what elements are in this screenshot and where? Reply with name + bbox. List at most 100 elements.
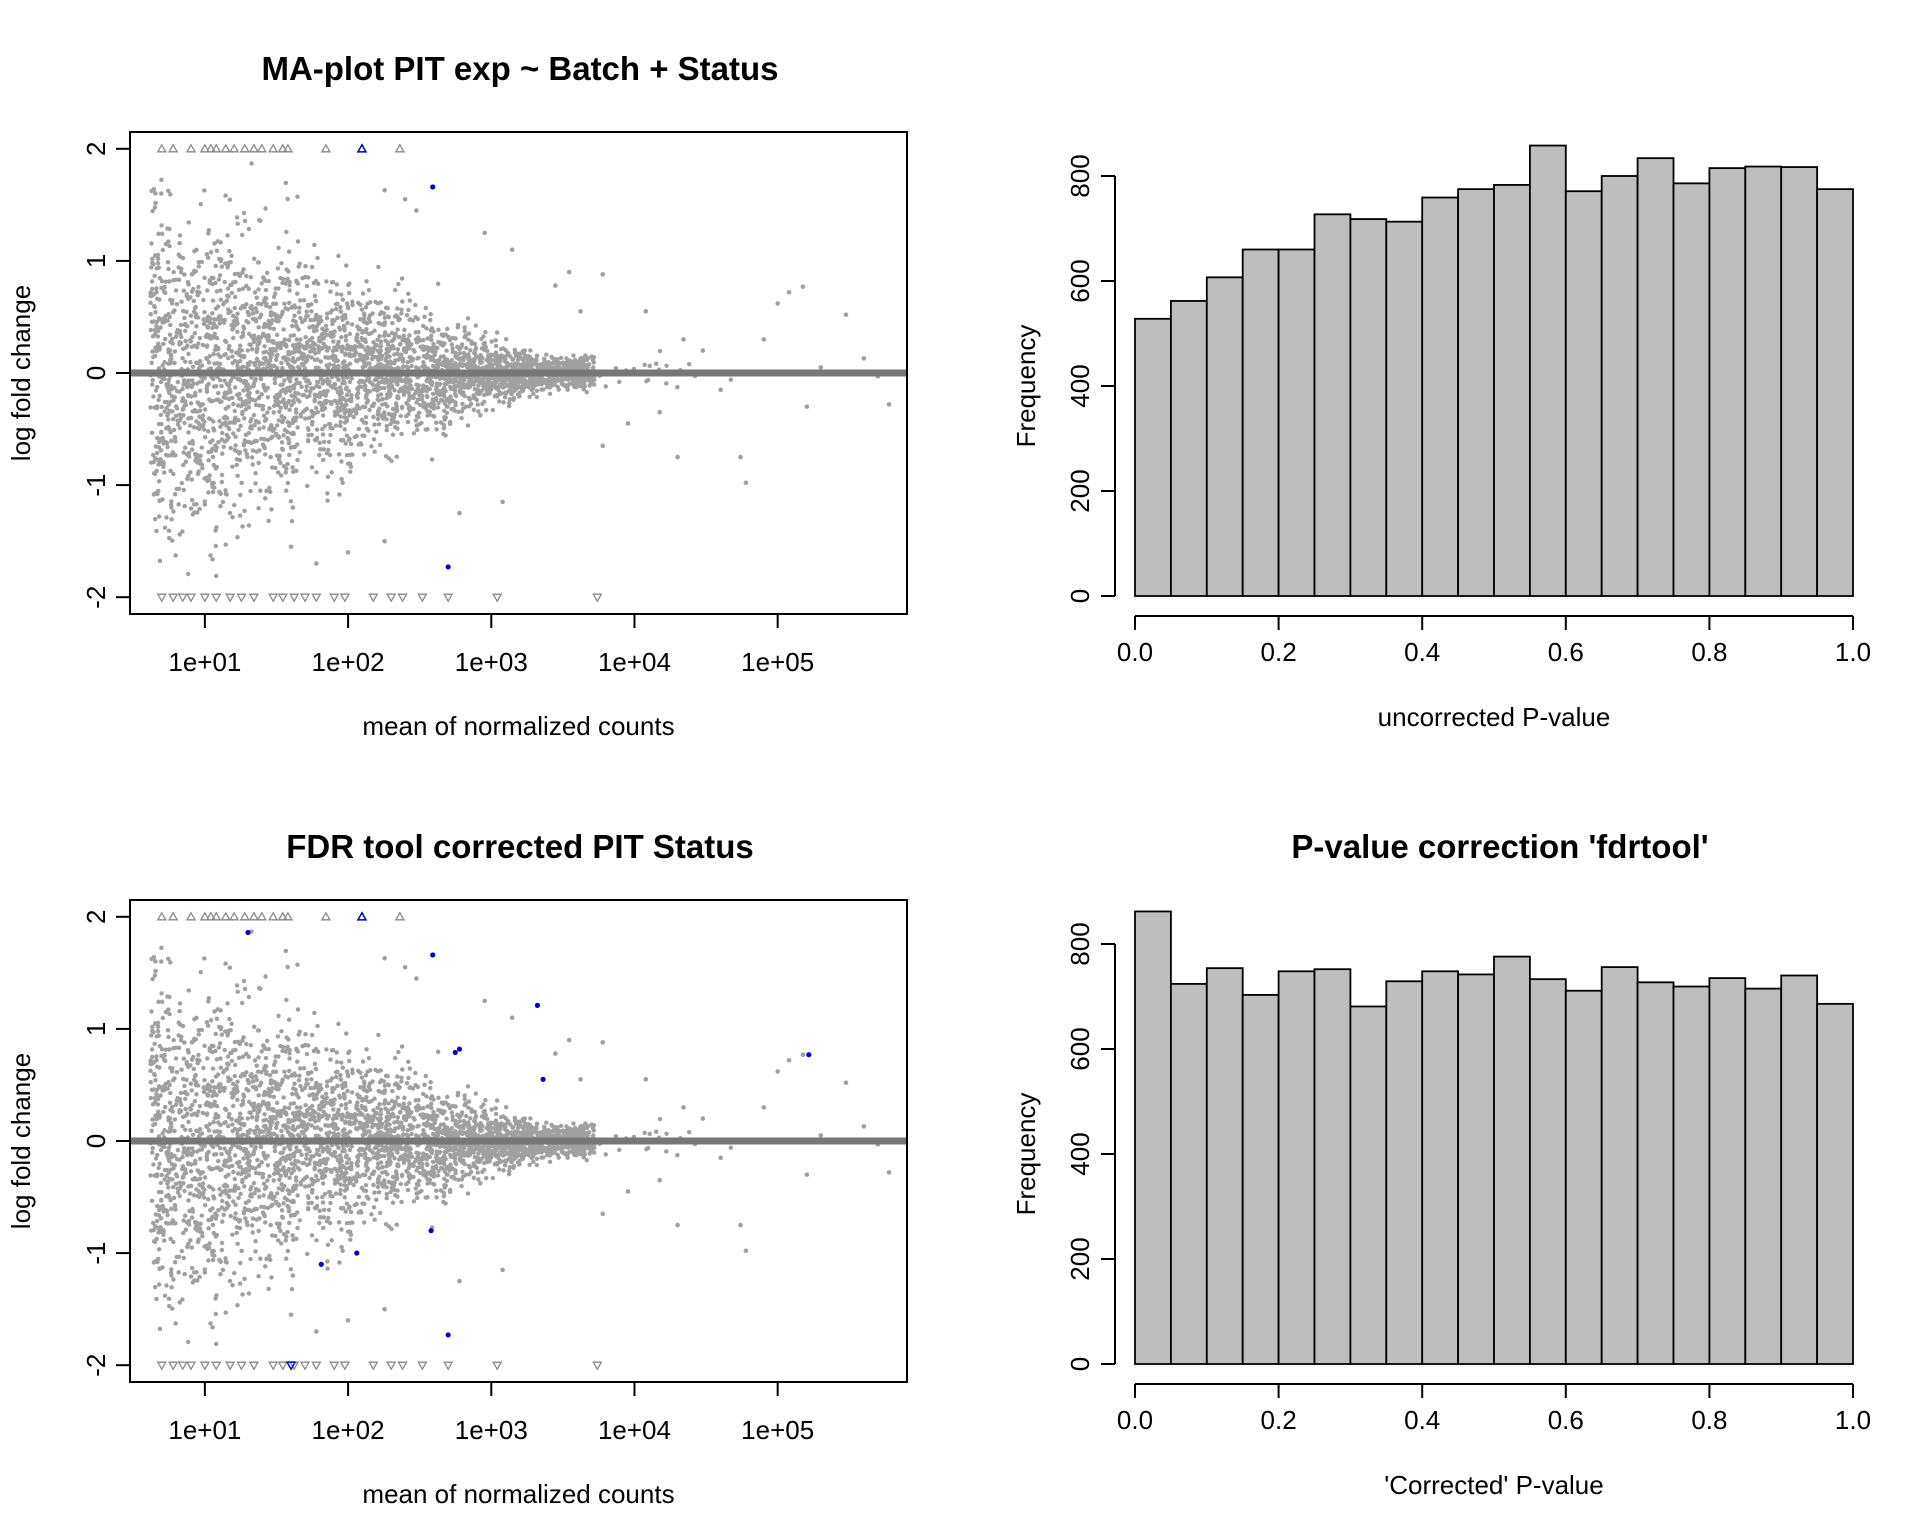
x-tick-label: 0.4 <box>1404 637 1440 667</box>
x-tick-label: 0.4 <box>1404 1405 1440 1435</box>
scatter-point <box>382 955 387 961</box>
scatter-point <box>382 538 387 544</box>
x-tick-label: 1e+04 <box>598 647 671 677</box>
histogram-bar <box>1313 968 1352 1365</box>
outlier-triangle-up <box>277 911 288 921</box>
outlier-triangle-down <box>339 1361 351 1371</box>
y-axis-label: Frequency <box>1011 325 1041 448</box>
histogram-bar <box>1169 982 1208 1365</box>
outlier-triangle-up <box>205 143 216 153</box>
histogram-bar <box>1205 276 1244 597</box>
scatter-point <box>600 272 606 277</box>
scatter-point <box>743 1248 749 1254</box>
y-tick-label: 1 <box>81 1022 111 1036</box>
outlier-triangle-down <box>211 1361 222 1371</box>
outlier-triangle-up <box>277 143 288 153</box>
y-tick-label: 0 <box>81 1134 111 1148</box>
x-tick-label: 1e+01 <box>168 1415 241 1445</box>
histogram-bar <box>1780 166 1819 597</box>
scatter-point <box>681 1105 686 1110</box>
scatter-point <box>861 356 867 361</box>
histogram-bar <box>1672 985 1711 1365</box>
outlier-triangle-down <box>299 593 311 603</box>
significant-point <box>430 184 436 190</box>
y-tick-label: 600 <box>1065 259 1095 302</box>
outlier-triangle-up <box>185 911 197 921</box>
significant-point <box>452 1049 458 1056</box>
outlier-triangle-down <box>592 593 603 603</box>
scatter-point <box>382 187 387 193</box>
outlier-triangle-down <box>236 593 247 603</box>
scatter-point <box>657 1177 662 1183</box>
scatter-point <box>509 1015 515 1020</box>
outlier-triangle-up <box>167 143 179 153</box>
y-tick-label: 2 <box>81 142 111 156</box>
histogram-bar <box>1636 981 1675 1365</box>
scatter-point <box>600 443 606 449</box>
scatter-point <box>804 1172 810 1177</box>
outlier-triangle-down <box>299 1361 311 1371</box>
outlier-triangle-up <box>394 911 405 921</box>
x-axis-label: mean of normalized counts <box>362 711 674 741</box>
scatter-point <box>738 1222 743 1228</box>
histogram-bar <box>1529 144 1567 597</box>
outlier-triangle-down <box>277 1361 288 1371</box>
scatter-point <box>457 1278 462 1284</box>
outlier-triangle-down <box>592 1361 603 1371</box>
scatter-point <box>600 1211 606 1217</box>
scatter-point <box>500 1267 505 1273</box>
outlier-triangle-down <box>443 1361 454 1371</box>
significant-point <box>354 1250 360 1256</box>
scatter-point <box>886 1170 892 1175</box>
significant-point <box>356 911 368 921</box>
significant-point <box>245 929 251 936</box>
scatter-point <box>578 1077 583 1082</box>
scatter-point <box>625 421 631 426</box>
scatter-point <box>288 1312 294 1318</box>
outlier-triangle-down <box>167 593 179 603</box>
scatter-point <box>800 284 806 289</box>
histogram-bar <box>1385 220 1424 597</box>
significant-point <box>456 1046 463 1052</box>
histogram-bar <box>1493 184 1531 597</box>
outlier-triangle-down <box>224 1361 236 1371</box>
scatter-point <box>288 544 294 550</box>
outlier-triangle-down <box>268 1361 279 1371</box>
histogram-bar <box>1564 190 1603 597</box>
outlier-triangle-down <box>368 1361 379 1371</box>
scatter-point <box>625 1189 631 1194</box>
histogram-bar <box>1600 175 1639 597</box>
scatter-point <box>414 976 419 981</box>
scatter-point <box>718 387 723 393</box>
y-tick-label: -2 <box>81 1354 111 1377</box>
histogram-bar <box>1205 967 1244 1365</box>
outlier-triangle-up <box>268 143 279 153</box>
data-points-cloud <box>148 929 892 1347</box>
outlier-triangle-down <box>492 593 503 603</box>
histogram-bar <box>1744 165 1783 597</box>
outlier-triangle-up <box>220 143 231 153</box>
outlier-triangle-up <box>228 143 240 153</box>
scatter-point <box>786 289 792 295</box>
histogram-bar <box>1493 955 1531 1365</box>
outlier-triangle-up <box>256 143 267 153</box>
outlier-triangle-down <box>268 593 279 603</box>
outlier-triangle-up <box>394 143 405 153</box>
chart-title: P-value correction 'fdrtool' <box>1291 828 1709 865</box>
outlier-triangle-up <box>167 911 179 921</box>
y-tick-label: 1 <box>81 254 111 268</box>
ma-plot-bottom: -2 -1 0 1 2 1e+01 1e+02 1e+03 1e+04 1e+05 mean of … <box>6 899 908 1509</box>
outlier-triangle-up <box>282 911 294 921</box>
significant-point <box>445 1332 451 1338</box>
outlier-triangle-down <box>443 593 454 603</box>
outlier-triangle-down <box>397 593 408 603</box>
outlier-triangle-down <box>417 593 428 603</box>
scatter-point <box>553 283 558 288</box>
outlier-triangle-down <box>289 593 300 603</box>
scatter-point <box>500 499 505 505</box>
scatter-point <box>643 1077 649 1082</box>
histogram-bar <box>1134 910 1172 1365</box>
x-tick-label: 1e+05 <box>741 1415 814 1445</box>
outlier-triangle-down <box>417 1361 428 1371</box>
scatter-point <box>675 1222 680 1228</box>
